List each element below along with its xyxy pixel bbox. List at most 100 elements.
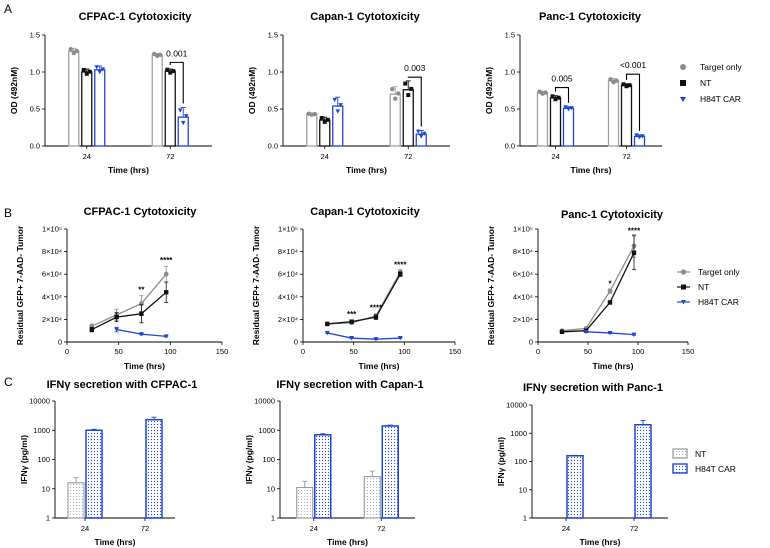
chart-c3-ytick-label: 1000 [510,429,527,438]
chart-a3-ytick-label: 1.0 [505,68,515,77]
chart-a3-point-nt [550,94,555,99]
chart-a2-title: Capan-1 Cytotoxicity [310,11,420,23]
chart-c1-ytick-label: 1000 [33,426,50,435]
chart-a1-title: CFPAC-1 Cytotoxicity [79,11,193,23]
chart-c1-xtick-label: 24 [81,524,89,533]
chart-a2-point-target-only [390,86,395,92]
chart-a1-point-h84t-car [180,120,186,126]
chart-c3-xtick-label: 72 [630,524,638,533]
chart-a1-p-value: 0.001 [166,48,188,58]
chart-a2-point-h84t-car [421,131,427,136]
chart-b1-xtick-label: 150 [216,347,229,356]
chart-a2-bar-nt-72 [402,89,414,147]
chart-a3-bar-nt-24 [549,97,562,147]
chart-b2-title: Capan-1 Cytotoxicity [310,206,420,218]
chart-c2-bar-nt-24 [296,486,314,519]
chart-b1-xtick-label: 50 [114,347,122,356]
chart-a2-point-nt [406,93,411,98]
chart-b3-panc1-residual: Panc-1 Cytotoxicity Time (hrs) Residual GF… [486,209,694,371]
chart-b2-point-h84t-car [349,336,355,341]
chart-b2-point-nt [325,321,330,327]
chart-b3-point-nt [559,329,565,335]
chart-a2-ytick-label: 1.5 [268,31,278,40]
legend-a-car-label: H84T CAR [700,94,741,104]
chart-c2-bar-h84t-car-24 [314,434,332,519]
chart-c1-bar-h84t-car-24 [85,429,103,519]
chart-c2-capan1-ifng: IFNγ secretion with Capan-1 Time (hrs) IFN… [244,379,424,547]
chart-b3-xtick-label: 100 [632,347,645,356]
chart-b3-significance-stars: **** [628,227,641,236]
chart-c1-cfpac1-ifng: IFNγ secretion with CFPAC-1 Time (hrs) IFN… [19,379,197,547]
chart-c2-y-axis-label: IFNγ (pg/ml) [244,435,254,484]
chart-b1-title: CFPAC-1 Cytotoxicity [84,206,198,218]
chart-a3-bar-target-only-24 [536,92,549,147]
chart-a1-xtick-label: 72 [166,152,174,161]
chart-a2-point-h84t-car [332,97,338,103]
chart-b1-point-nt [139,311,144,316]
chart-a2-significance-bracket [407,76,422,127]
chart-a2-point-h84t-car [418,134,424,139]
chart-b2-significance-stars: **** [394,260,407,269]
chart-c3-xtick-label: 24 [562,524,570,533]
chart-c2-xtick-label: 72 [377,524,385,533]
chart-b1-ytick-label: 6×10⁴ [42,270,62,279]
chart-b2-significance-stars: *** [347,310,357,319]
chart-b3-ytick-label: 2×10⁴ [513,315,533,324]
chart-a1-point-nt [87,69,92,74]
chart-a1-point-h84t-car [177,108,183,113]
chart-a3-point-h84t-car [637,135,642,140]
chart-c1-bar-nt-24 [67,482,85,519]
chart-a3-panc1-od: Panc-1 Cytotoxicity Time (hrs) OD (492nM) 0… [484,11,662,175]
chart-c2-ytick-label: 1000 [258,426,275,435]
chart-c2-xtick-label: 24 [310,524,318,533]
chart-a1-point-target-only [68,47,73,52]
chart-a2-p-value: 0.003 [404,63,426,73]
panel-label-b: B [4,206,12,220]
chart-b2-ytick-label: 6×10⁴ [278,270,298,279]
chart-b3-line-target-only [561,245,635,332]
chart-c2-bar-nt-72 [363,476,381,519]
chart-c2-ytick-label: 10000 [254,397,275,406]
chart-b1-xtick-label: 0 [65,347,69,356]
chart-a3-x-axis-label: Time (hrs) [571,165,612,175]
chart-b2-y-axis-label: Residual GFP+ 7-AAD- Tumor [251,225,261,345]
chart-b1-ytick-label: 0 [58,338,62,347]
chart-a2-point-nt [325,117,330,122]
chart-b3-xtick-label: 150 [682,347,695,356]
chart-a1-ytick-label: 1.0 [30,68,40,77]
legend-b-nt-label: NT [698,282,709,292]
chart-b2-point-nt [373,314,379,320]
chart-c1-title: IFNγ secretion with CFPAC-1 [47,379,198,391]
chart-b1-y-axis-label: Residual GFP+ 7-AAD- Tumor [15,225,25,345]
chart-c3-bar-h84t-car-24 [566,454,584,519]
chart-a2-bar-target-only-24 [306,113,318,147]
chart-b2-xtick-label: 50 [349,347,357,356]
chart-a1-x-axis-label: Time (hrs) [108,165,149,175]
chart-a2-capan1-od: Capan-1 Cytotoxicity Time (hrs) OD (492nM)… [247,11,450,175]
chart-b1-point-h84t-car [139,332,144,337]
chart-a2-point-h84t-car [338,103,344,108]
chart-b2-x-axis-label: Time (hrs) [359,361,400,371]
chart-a1-cfpac1-od: CFPAC-1 Cytotoxicity Time (hrs) OD (492nM)… [9,11,212,175]
chart-a2-x-axis-label: Time (hrs) [346,165,387,175]
chart-c3-bar-h84t-car-72 [634,423,652,519]
chart-b3-point-h84t-car [607,330,613,336]
chart-c2-title: IFNγ secretion with Capan-1 [276,379,423,391]
chart-a1-y-axis-label: OD (492nM) [9,67,19,114]
legend-b-car-label: H84T CAR [698,297,739,307]
chart-a3-ytick-label: 1.5 [505,31,515,40]
chart-a1-point-target-only [158,52,163,58]
chart-a3-point-nt [553,97,558,102]
chart-b3-ytick-label: 8×10⁴ [513,247,533,256]
panel-label-a: A [4,2,12,16]
legend-b-target-marker [680,269,687,275]
chart-a3-point-nt [624,84,629,89]
chart-a3-xtick-label: 24 [551,152,559,161]
chart-b2-point-nt [349,319,354,324]
chart-c2-bar-h84t-car-72 [381,425,399,519]
chart-b3-ytick-label: 6×10⁴ [513,270,533,279]
legend-c: NT H84T CAR [672,448,736,474]
chart-a2-point-nt [319,116,324,121]
chart-a3-bar-nt-72 [620,84,633,147]
chart-a3-ytick-label: 0.0 [505,142,515,151]
